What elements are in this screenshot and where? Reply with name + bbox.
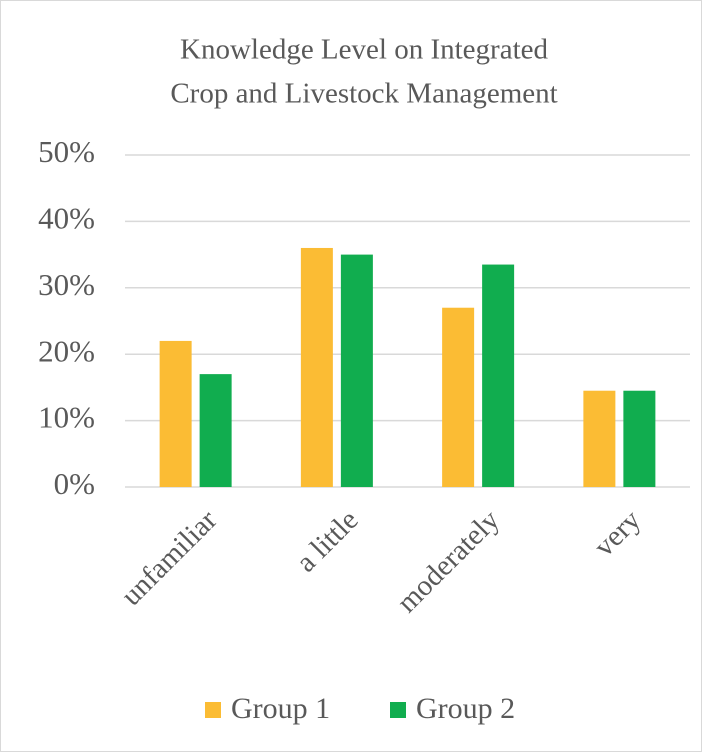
y-tick-label: 0%: [54, 466, 95, 501]
bar: [340, 254, 373, 487]
legend-swatch: [390, 702, 406, 718]
y-tick-label: 30%: [38, 267, 95, 302]
y-tick-label: 40%: [38, 201, 95, 236]
bar: [442, 307, 475, 487]
y-tick-label: 20%: [38, 333, 95, 368]
legend-label: Group 2: [416, 692, 515, 725]
bar: [199, 374, 232, 487]
legend-label: Group 1: [231, 692, 330, 725]
bar: [583, 390, 616, 487]
y-tick-label: 10%: [38, 400, 95, 435]
bar: [300, 247, 333, 487]
bar: [482, 264, 515, 487]
legend-swatch: [205, 702, 221, 718]
chart-title: Knowledge Level on Integrated: [180, 34, 548, 66]
chart-title: Crop and Livestock Management: [170, 78, 557, 110]
bar: [623, 390, 656, 487]
bar: [159, 340, 192, 487]
y-tick-label: 50%: [38, 134, 95, 169]
